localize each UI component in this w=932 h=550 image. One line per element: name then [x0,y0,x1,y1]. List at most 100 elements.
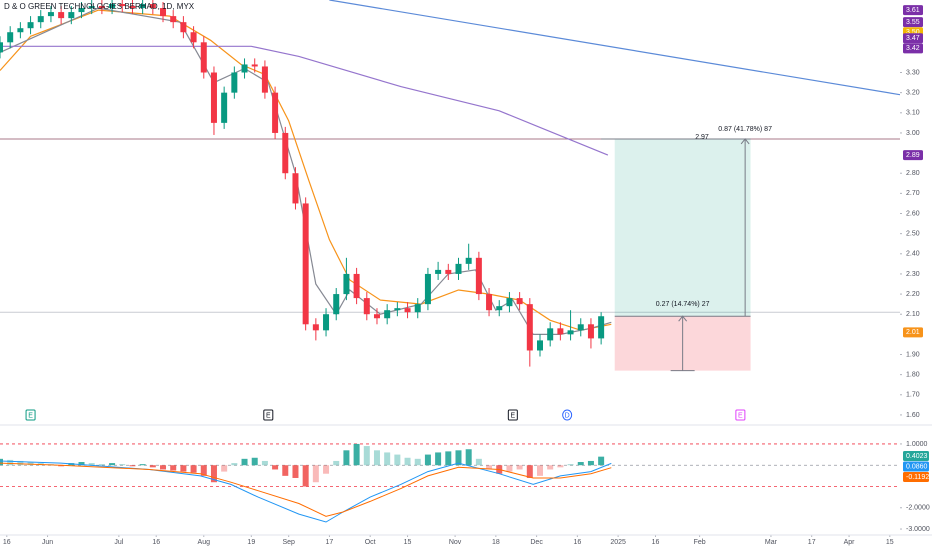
candle-body [170,16,177,23]
macd-line [0,460,612,523]
price-badge-label: 3.47 [906,35,920,42]
histogram-bar [98,464,105,466]
histogram-bar [282,465,289,476]
histogram-bar [486,465,493,470]
candle-body [98,6,105,9]
x-tick-label: 15 [886,539,894,546]
x-tick-label: 16 [652,539,660,546]
candle-body [7,32,14,43]
candle-body [353,273,360,299]
histogram-bar [17,460,24,466]
histogram-bar [210,465,217,483]
candle-body [577,324,584,331]
x-tick-label: Aug [198,539,211,546]
histogram-bar [435,452,442,466]
y-tick-label: 1.80 [906,371,920,378]
event-marker [25,409,36,421]
chart-title: D & O GREEN TECHNOLOGIES BERHAD, 1D, MYX [4,2,195,11]
y-tick-label: 1.60 [906,412,920,419]
price-badge-label: 3.42 [906,45,920,52]
histogram-bar [373,450,380,466]
x-tick-label: Mar [765,539,778,546]
x-tick-label: Feb [694,539,706,546]
candle-body [47,12,54,17]
histogram-bar [587,460,594,466]
histogram-bar [547,465,554,470]
price-badge [903,33,923,44]
histogram-bar [445,451,452,466]
histogram-bar [394,454,401,466]
candle-body [424,273,431,305]
x-tick-label: Dec [530,539,543,546]
candle-body [373,314,380,319]
histogram-bar [526,465,533,478]
candle-body [200,42,207,73]
candle-body [58,12,65,19]
candle-body [486,294,493,311]
y-tick-label: 2.20 [906,291,920,298]
histogram-bar [292,465,299,478]
x-tick-label: Jul [114,539,123,546]
value-badge [903,461,929,472]
macd-line [0,462,612,517]
x-tick-label: 19 [247,539,255,546]
candle-body [435,269,442,274]
histogram-bar [160,465,167,470]
price-badge [903,17,923,28]
candle-body [567,330,574,335]
x-tick-label: Sep [282,539,295,546]
candle-body [526,304,533,351]
candle-body [180,22,187,33]
value-badge-label: 0.4023 [906,453,928,460]
price-badge-label: 2.01 [906,329,920,336]
price-badge [903,150,923,161]
histogram-bar [190,465,197,473]
candle-body [598,316,605,339]
histogram-bar [465,449,472,466]
indicator-line [329,0,900,96]
x-tick-label: 17 [326,539,334,546]
candle-body [384,310,391,319]
candle-body [312,324,319,331]
macd-pane [0,443,900,523]
candle-body [404,308,411,313]
value-badge-label: 0.0860 [906,463,928,470]
candle-body [37,16,44,23]
histogram-bar [109,463,116,466]
histogram-bar [577,462,584,466]
price-pane: 0.87 (41.78%) 87 0.27 (14.74%) 27 [0,0,900,372]
x-tick-label: Jun [42,539,53,546]
candle-body [547,328,554,341]
y-tick-label: -2.0000 [906,505,930,512]
event-marker [562,409,573,421]
y-tick-label: 2.70 [906,190,920,197]
candle-body [343,273,350,295]
candle-body [455,263,462,274]
histogram-bar [363,446,370,466]
x-tick-label: 17 [808,539,816,546]
candle-body [210,72,217,123]
candle-body [149,4,156,9]
y-tick-label: 2.40 [906,251,920,258]
histogram-bar [475,458,482,466]
event-label: E [738,412,743,419]
histogram-bar [27,462,34,466]
histogram-bar [557,465,564,468]
candle-body [261,66,268,93]
candle-body [251,64,258,67]
histogram-bar [221,465,228,472]
y-tick-label: 3.30 [906,69,920,76]
histogram-bar [567,464,574,466]
x-tick-label: 18 [492,539,500,546]
price-badge-label: 3.61 [906,7,920,14]
y-tick-label: 1.0000 [906,441,928,448]
y-tick-label: 2.30 [906,271,920,278]
y-tick-label: 2.50 [906,230,920,237]
histogram-bar [353,443,360,466]
x-tick-label: 16 [3,539,11,546]
x-tick-label: 16 [152,539,160,546]
histogram-bar [7,459,14,466]
candle-body [190,32,197,43]
value-badge [903,451,929,461]
